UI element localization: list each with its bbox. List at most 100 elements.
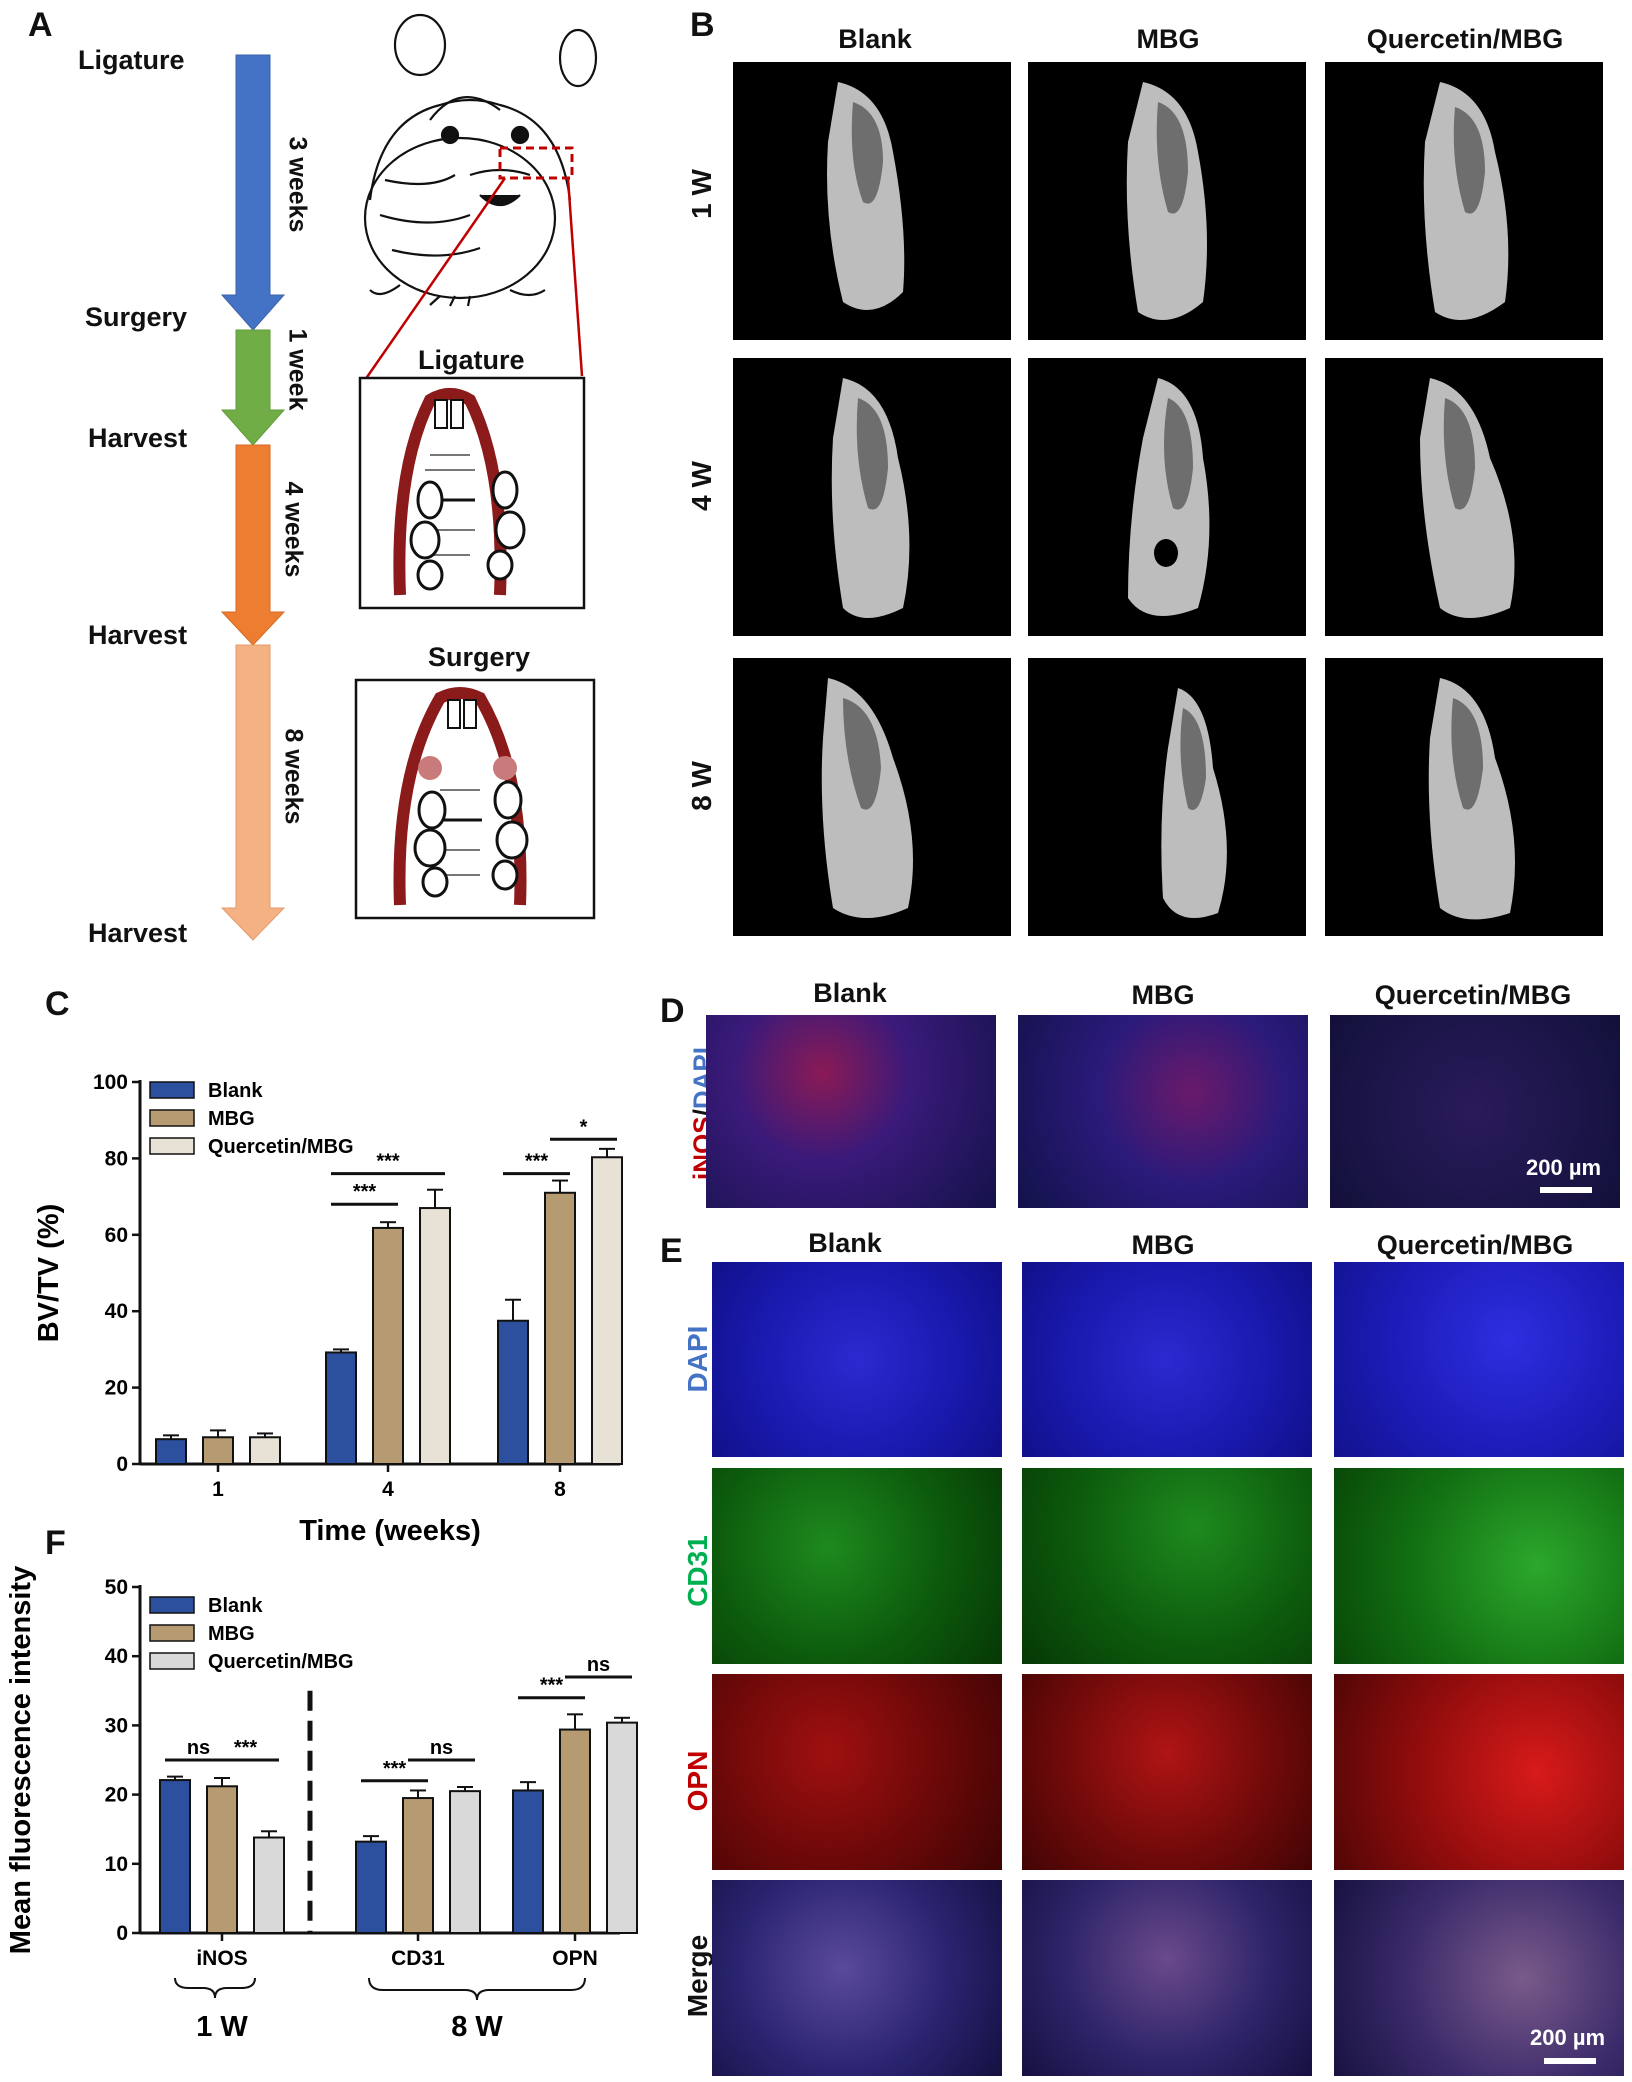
x-tick-label: 4 — [382, 1478, 394, 1501]
microct-1w-quercetin — [1325, 62, 1603, 340]
duration-8-weeks: 8 weeks — [279, 728, 308, 825]
bar-mbg-inos — [206, 1785, 238, 1934]
y-tick-label: 20 — [105, 1784, 128, 1807]
legend-swatch — [149, 1596, 195, 1614]
group-label-1w: 1 W — [196, 2011, 248, 2043]
d-col-quercetin: Quercetin/MBG — [1374, 980, 1572, 1010]
if-cd31-mbg — [1022, 1468, 1312, 1664]
duration-3-weeks: 3 weeks — [283, 136, 312, 233]
bar-mbg-4 — [372, 1226, 404, 1465]
significance-label: ns — [187, 1737, 210, 1759]
mouse-illustration — [363, 13, 598, 307]
timeline-surgery: Surgery — [85, 302, 188, 332]
inset-title-ligature: Ligature — [418, 345, 525, 375]
if-inos-blank — [706, 1015, 996, 1208]
bar-quercetin-mbg-8 — [591, 1156, 623, 1465]
e-scale-bar — [1544, 2058, 1596, 2064]
legend-label: Quercetin/MBG — [208, 1651, 354, 1673]
significance-label: *** — [383, 1758, 407, 1780]
d-col-mbg: MBG — [1131, 980, 1195, 1010]
microct-4w-quercetin — [1325, 358, 1603, 636]
group-label-8w: 8 W — [451, 2011, 503, 2043]
microct-8w-mbg — [1028, 658, 1306, 936]
bar-blank-1 — [155, 1438, 187, 1466]
if-merge-quercetin: 200 µm — [1334, 1880, 1624, 2076]
d-col-blank: Blank — [813, 978, 887, 1008]
microct-4w-mbg — [1028, 358, 1306, 636]
bar-blank-cd31 — [355, 1840, 387, 1935]
bar-quercetin-mbg-4 — [419, 1207, 451, 1465]
e-row-cd31: CD31 — [682, 1535, 713, 1607]
if-cd31-blank — [712, 1468, 1002, 1664]
bar-blank-opn — [512, 1789, 544, 1934]
panel-letter-a: A — [28, 6, 53, 44]
if-merge-mbg — [1022, 1880, 1312, 2076]
x-tick-label: iNOS — [196, 1947, 247, 1970]
e-col-quercetin: Quercetin/MBG — [1376, 1230, 1574, 1260]
x-axis-label: Time (weeks) — [299, 1515, 481, 1547]
y-tick-label: 60 — [105, 1224, 128, 1247]
timeline-harvest-4w: Harvest — [88, 620, 188, 650]
e-row-dapi: DAPI — [682, 1325, 713, 1393]
b-col-quercetin: Quercetin/MBG — [1366, 24, 1564, 54]
jaw-surgery-diagram — [393, 687, 529, 906]
legend-label: MBG — [208, 1108, 255, 1130]
if-cd31-quercetin — [1334, 1468, 1624, 1664]
if-dapi-blank — [712, 1262, 1002, 1457]
bar-quercetin-mbg-inos — [253, 1836, 285, 1934]
if-opn-quercetin — [1334, 1674, 1624, 1870]
legend-label: Quercetin/MBG — [208, 1136, 354, 1158]
if-dapi-mbg — [1022, 1262, 1312, 1457]
legend-swatch — [149, 1081, 195, 1099]
y-tick-label: 50 — [105, 1576, 128, 1599]
bar-mbg-cd31 — [402, 1797, 434, 1934]
d-scale-bar — [1540, 1187, 1592, 1193]
bar-mbg-1 — [202, 1436, 234, 1466]
b-row-8w: 8 W — [686, 761, 717, 811]
microct-1w-mbg — [1028, 62, 1306, 340]
significance-label: * — [580, 1116, 588, 1138]
microct-8w-quercetin — [1325, 658, 1603, 936]
bar-blank-inos — [159, 1779, 191, 1934]
x-tick-label: 8 — [554, 1478, 566, 1501]
y-tick-label: 30 — [105, 1714, 128, 1737]
panel-letter-c: C — [45, 985, 70, 1023]
if-dapi-quercetin — [1334, 1262, 1624, 1457]
chart-f: 0 10 20 30 40 50 iNOS CD31 OPN Blank MBG Quercetin/… — [5, 1566, 638, 2043]
y-tick-label: 10 — [105, 1853, 128, 1876]
legend-label: Blank — [208, 1595, 263, 1617]
significance-label: *** — [525, 1151, 549, 1173]
y-axis-label: Mean fluorescence intensity — [5, 1566, 37, 1954]
e-row-opn: OPN — [682, 1750, 713, 1812]
legend-swatch — [149, 1652, 195, 1670]
bar-mbg-8 — [544, 1191, 576, 1465]
brace-8w — [368, 1977, 586, 2001]
legend-label: Blank — [208, 1080, 263, 1102]
brace-1w — [174, 1977, 256, 1999]
bar-quercetin-mbg-opn — [606, 1721, 638, 1934]
x-tick-label: CD31 — [391, 1947, 445, 1970]
legend-swatch — [149, 1137, 195, 1155]
microct-8w-blank — [733, 658, 1011, 936]
y-tick-label: 20 — [105, 1377, 128, 1400]
d-scale-text: 200 µm — [1526, 1155, 1602, 1180]
significance-label: *** — [353, 1181, 377, 1203]
legend-swatch — [149, 1109, 195, 1127]
bar-blank-8 — [497, 1319, 529, 1465]
x-tick-label: OPN — [552, 1947, 598, 1970]
y-tick-label: 80 — [105, 1147, 128, 1170]
duration-1-week: 1 week — [283, 328, 312, 411]
microct-1w-blank — [733, 62, 1011, 340]
timeline-harvest-8w: Harvest — [88, 918, 188, 948]
panel-letter-f: F — [45, 1524, 66, 1562]
significance-label: ns — [430, 1737, 453, 1759]
panel-letter-b: B — [690, 6, 715, 44]
jaw-ligature-diagram — [393, 388, 526, 596]
bar-quercetin-mbg-cd31 — [449, 1790, 481, 1934]
b-row-4w: 4 W — [686, 461, 717, 511]
inset-title-surgery: Surgery — [428, 642, 531, 672]
timeline-ligature: Ligature — [78, 45, 185, 75]
b-col-blank: Blank — [838, 24, 912, 54]
bar-blank-4 — [325, 1351, 357, 1465]
b-col-mbg: MBG — [1136, 24, 1200, 54]
